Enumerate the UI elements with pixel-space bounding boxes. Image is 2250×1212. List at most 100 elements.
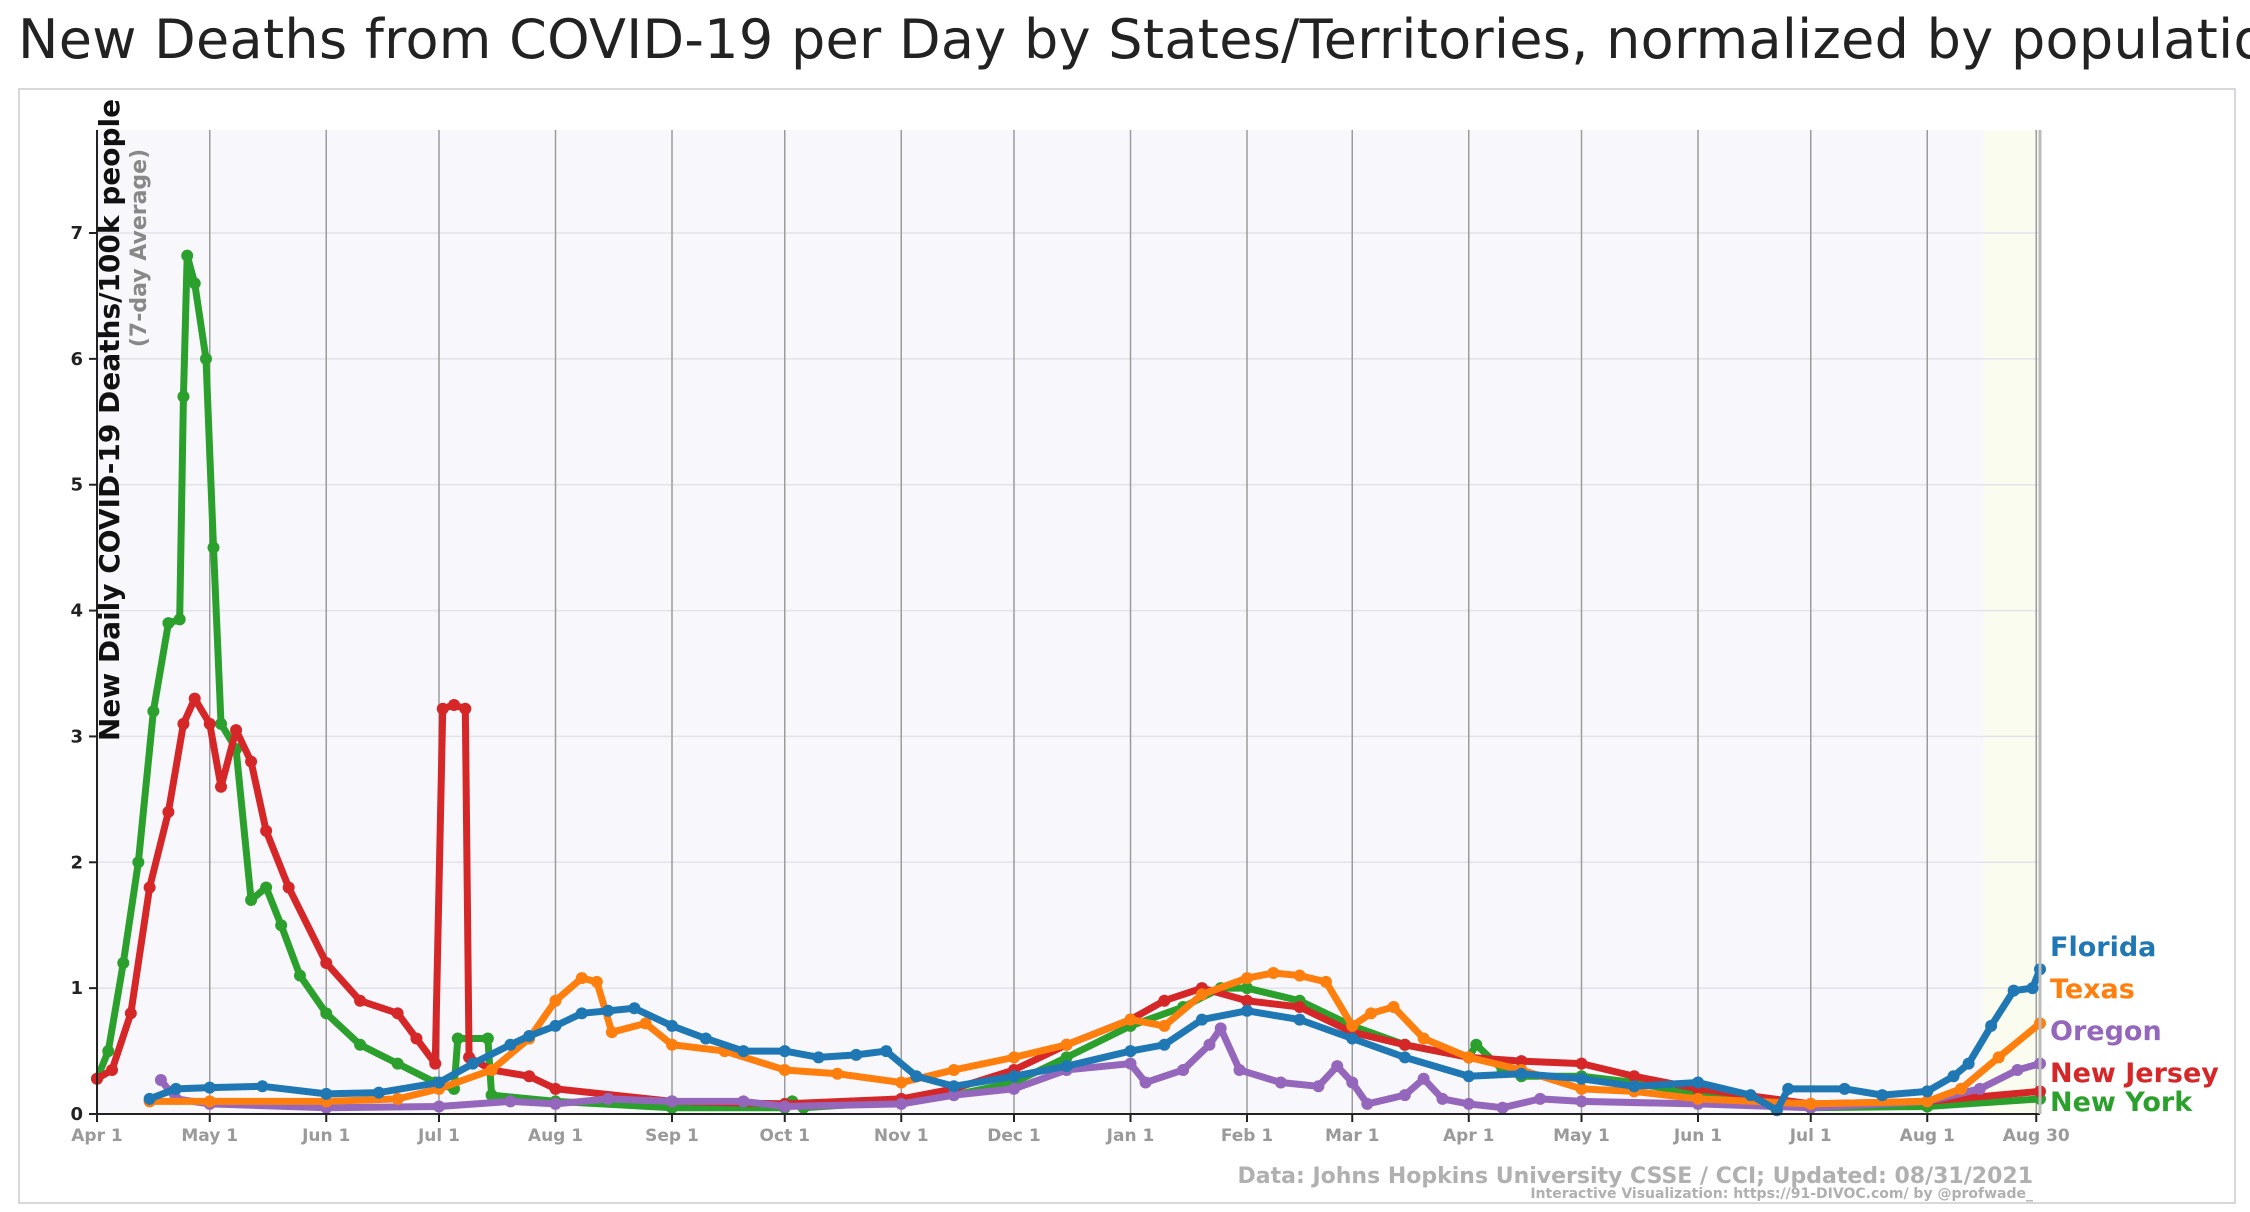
data-point-texas [1195, 988, 1208, 1001]
x-tick-label: Jun 1 [1673, 1126, 1722, 1146]
data-point-florida [850, 1048, 863, 1061]
data-point-texas [1462, 1051, 1475, 1064]
data-point-texas [203, 1095, 216, 1108]
data-point-texas [1575, 1082, 1588, 1095]
data-point-texas [1158, 1019, 1171, 1032]
data-point-florida [602, 1004, 615, 1017]
data-point-florida [203, 1081, 216, 1094]
data-point-new-jersey [124, 1007, 137, 1020]
plot-area [97, 130, 2040, 1114]
x-tick-label: May 1 [1553, 1126, 1610, 1146]
data-point-new-jersey [1241, 994, 1254, 1007]
series-label-new-jersey: New Jersey [2050, 1058, 2219, 1089]
data-point-texas [575, 972, 588, 985]
x-tick-label: Aug 30 [2003, 1126, 2070, 1146]
data-point-oregon [549, 1097, 562, 1110]
data-point-oregon [154, 1074, 167, 1087]
data-point-texas [605, 1026, 618, 1039]
data-point-oregon [1973, 1082, 1986, 1095]
data-point-florida [143, 1092, 156, 1105]
data-point-florida [320, 1087, 333, 1100]
data-point-oregon [2011, 1063, 2024, 1076]
data-point-texas [1124, 1013, 1137, 1026]
data-point-florida [812, 1051, 825, 1064]
data-point-oregon [504, 1095, 517, 1108]
data-point-texas [1955, 1082, 1968, 1095]
data-point-oregon [1274, 1076, 1287, 1089]
data-point-new-york [162, 617, 175, 630]
data-point-florida [1462, 1070, 1475, 1083]
data-point-florida [910, 1070, 923, 1083]
data-point-oregon [1346, 1076, 1359, 1089]
data-point-new-jersey [230, 724, 243, 737]
data-point-florida [1195, 1013, 1208, 1026]
data-point-oregon [1312, 1080, 1325, 1093]
data-point-oregon [1139, 1076, 1152, 1089]
data-point-new-york [275, 919, 288, 932]
data-point-new-jersey [162, 805, 175, 818]
grid-lines [96, 130, 2040, 1115]
data-point-new-york [451, 1032, 464, 1045]
data-point-new-jersey [459, 702, 472, 715]
data-point-florida [169, 1082, 182, 1095]
page-title: New Deaths from COVID-19 per Day by Stat… [18, 8, 2250, 71]
data-point-florida [466, 1057, 479, 1070]
data-point-texas [391, 1092, 404, 1105]
x-tick-label: Jul 1 [1789, 1126, 1832, 1146]
data-point-florida [1241, 1004, 1254, 1017]
data-point-oregon [1124, 1057, 1137, 1070]
data-point-texas [1365, 1007, 1378, 1020]
data-point-oregon [432, 1100, 445, 1113]
x-tick-label: Apr 1 [71, 1126, 122, 1146]
data-point-florida [256, 1080, 269, 1093]
x-tick-label: Feb 1 [1221, 1126, 1273, 1146]
data-point-florida [1293, 1013, 1306, 1026]
data-point-florida [1838, 1082, 1851, 1095]
data-point-new-york [132, 856, 145, 869]
data-point-new-jersey [1398, 1038, 1411, 1051]
data-point-new-york [481, 1032, 494, 1045]
data-point-new-jersey [1628, 1070, 1641, 1083]
y-tick-label: 5 [70, 475, 83, 496]
data-point-new-jersey [354, 994, 367, 1007]
data-point-florida [504, 1038, 517, 1051]
data-point-oregon [1398, 1089, 1411, 1102]
data-point-new-york [320, 1007, 333, 1020]
data-point-florida [575, 1007, 588, 1020]
data-point-florida [549, 1019, 562, 1032]
data-point-new-jersey [1158, 994, 1171, 1007]
data-point-new-jersey [1515, 1055, 1528, 1068]
data-point-oregon [1534, 1092, 1547, 1105]
series-line-new-york [93, 252, 2044, 1112]
data-point-new-york [245, 894, 258, 907]
data-point-florida [778, 1045, 791, 1058]
data-point-texas [1387, 1001, 1400, 1014]
data-point-oregon [1331, 1060, 1344, 1073]
x-tick-label: Sep 1 [645, 1126, 699, 1146]
data-point-texas [778, 1063, 791, 1076]
data-point-florida [372, 1086, 385, 1099]
data-point-new-york [177, 390, 190, 403]
data-point-oregon [1203, 1038, 1216, 1051]
data-point-texas [666, 1038, 679, 1051]
data-point-new-jersey [215, 780, 228, 793]
data-point-florida [1692, 1076, 1705, 1089]
y-tick-label: 7 [70, 223, 83, 244]
data-point-texas [895, 1076, 908, 1089]
data-point-new-york [117, 956, 130, 969]
series-line-new-jersey [93, 695, 2044, 1108]
y-tick-label: 1 [70, 978, 83, 999]
y-tick-label: 2 [70, 852, 83, 873]
x-tick-label: Apr 1 [1443, 1126, 1494, 1146]
series-layer [91, 249, 2046, 1117]
data-point-new-jersey [1293, 1001, 1306, 1014]
data-point-new-jersey [436, 702, 449, 715]
data-point-texas [1921, 1095, 1934, 1108]
data-point-florida [1124, 1045, 1137, 1058]
series-label-new-york: New York [2050, 1087, 2193, 1118]
data-point-florida [2026, 982, 2039, 995]
data-point-new-york [1241, 982, 1254, 995]
data-point-new-jersey [143, 881, 156, 894]
series-label-florida: Florida [2050, 932, 2156, 963]
data-point-florida [699, 1032, 712, 1045]
